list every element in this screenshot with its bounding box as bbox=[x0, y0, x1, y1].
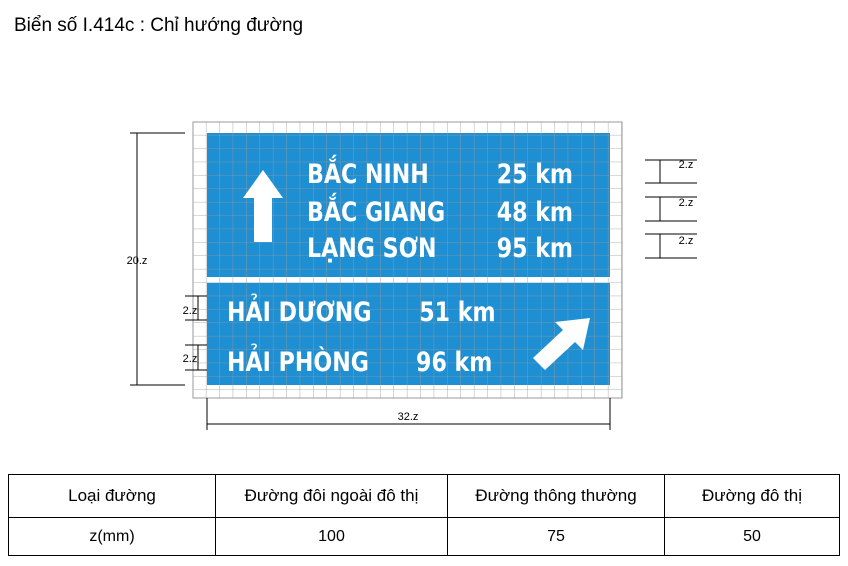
spacing-label: 2.z bbox=[679, 235, 694, 247]
cell: 50 bbox=[664, 517, 840, 556]
header-cell: Loại đường bbox=[8, 474, 216, 518]
height-label: 20.z bbox=[127, 255, 148, 267]
size-table: Loại đường Đường đôi ngoài đô thị Đường … bbox=[8, 474, 840, 556]
header-cell: Đường đô thị bbox=[664, 474, 840, 518]
header-cell: Đường đôi ngoài đô thị bbox=[215, 474, 448, 518]
place-name: HẢI DƯƠNG bbox=[227, 293, 372, 328]
arrow-diagonal bbox=[533, 318, 590, 370]
dimension-lines bbox=[130, 132, 697, 430]
cell: 100 bbox=[215, 517, 448, 556]
diagram: Biển số I.414c : Chỉ hướng đường BẮC NIN… bbox=[14, 15, 697, 430]
distance: 95 km bbox=[497, 233, 573, 264]
distance: 48 km bbox=[497, 197, 573, 228]
spacing-label: 2.z bbox=[183, 305, 198, 317]
place-name: BẮC NINH bbox=[307, 154, 429, 190]
arrow-up bbox=[243, 170, 283, 242]
place-name: LẠNG SƠN bbox=[307, 233, 437, 264]
width-label: 32.z bbox=[398, 411, 419, 423]
header-cell: Đường thông thường bbox=[447, 474, 665, 518]
spacing-label: 2.z bbox=[679, 159, 694, 171]
cell: 75 bbox=[447, 517, 665, 556]
distance: 96 km bbox=[416, 347, 492, 378]
spacing-label: 2.z bbox=[183, 353, 198, 365]
cell: z(mm) bbox=[8, 517, 216, 556]
distance: 51 km bbox=[419, 297, 495, 328]
title: Biển số I.414c : Chỉ hướng đường bbox=[14, 15, 303, 36]
distance: 25 km bbox=[497, 159, 573, 190]
place-name: BẮC GIANG bbox=[307, 192, 445, 228]
spacing-label: 2.z bbox=[679, 197, 694, 209]
place-name: HẢI PHÒNG bbox=[227, 343, 369, 378]
